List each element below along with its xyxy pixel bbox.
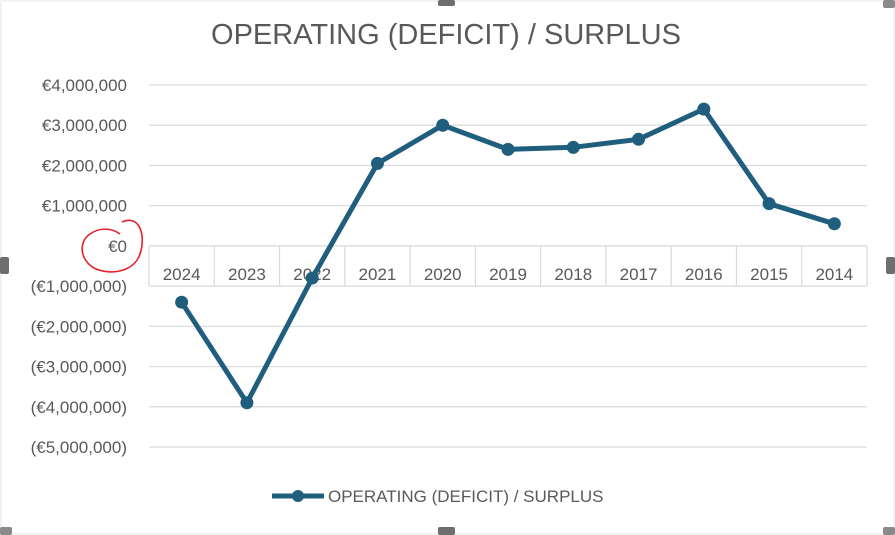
annotation-circle (81, 219, 144, 273)
y-tick-label: (€2,000,000) (31, 317, 127, 336)
resize-handle-bottom-right[interactable] (883, 527, 895, 535)
y-tick-label: €4,000,000 (42, 76, 127, 95)
x-tick-label: 2017 (620, 265, 658, 284)
data-point (436, 118, 450, 132)
series-layer (175, 102, 841, 410)
y-tick-label: (€1,000,000) (31, 277, 127, 296)
y-tick-label: €2,000,000 (42, 156, 127, 175)
resize-handle-top[interactable] (438, 0, 455, 6)
resize-handle-top-right[interactable] (883, 0, 895, 8)
data-point (697, 102, 711, 116)
data-point (566, 140, 580, 154)
data-point (501, 142, 515, 156)
x-tick-label: 2019 (489, 265, 527, 284)
data-point (175, 295, 189, 309)
x-tick-label: 2018 (554, 265, 592, 284)
resize-handle-right[interactable] (886, 257, 895, 274)
legend: OPERATING (DEFICIT) / SURPLUS (272, 487, 604, 506)
legend-marker (292, 490, 304, 502)
category-axis: 2024202320222021202020192018201720162015… (148, 245, 868, 286)
data-point (370, 156, 384, 170)
y-tick-label: (€5,000,000) (31, 438, 127, 457)
x-tick-label: 2014 (815, 265, 853, 284)
chart-title: OPERATING (DEFICIT) / SURPLUS (211, 19, 681, 51)
data-point (827, 217, 841, 231)
y-tick-label: €0 (108, 237, 127, 256)
resize-handle-left[interactable] (0, 257, 9, 274)
value-axis: €4,000,000 €3,000,000 €2,000,000 €1,000,000… (31, 76, 127, 457)
resize-handle-bottom-left[interactable] (0, 527, 12, 535)
x-tick-label: 2024 (163, 265, 201, 284)
x-tick-label: 2015 (750, 265, 788, 284)
data-point (632, 132, 646, 146)
x-tick-label: 2020 (424, 265, 462, 284)
x-tick-label: 2016 (685, 265, 723, 284)
legend-label: OPERATING (DEFICIT) / SURPLUS (328, 487, 604, 506)
y-tick-label: (€4,000,000) (31, 398, 127, 417)
y-tick-label: (€3,000,000) (31, 358, 127, 377)
data-point (305, 271, 319, 285)
resize-handle-bottom[interactable] (438, 527, 455, 535)
data-point (240, 396, 254, 410)
y-tick-label: €3,000,000 (42, 116, 127, 135)
x-tick-label: 2021 (359, 265, 397, 284)
data-point (762, 197, 776, 211)
y-tick-label: €1,000,000 (42, 197, 127, 216)
x-tick-label: 2023 (228, 265, 266, 284)
